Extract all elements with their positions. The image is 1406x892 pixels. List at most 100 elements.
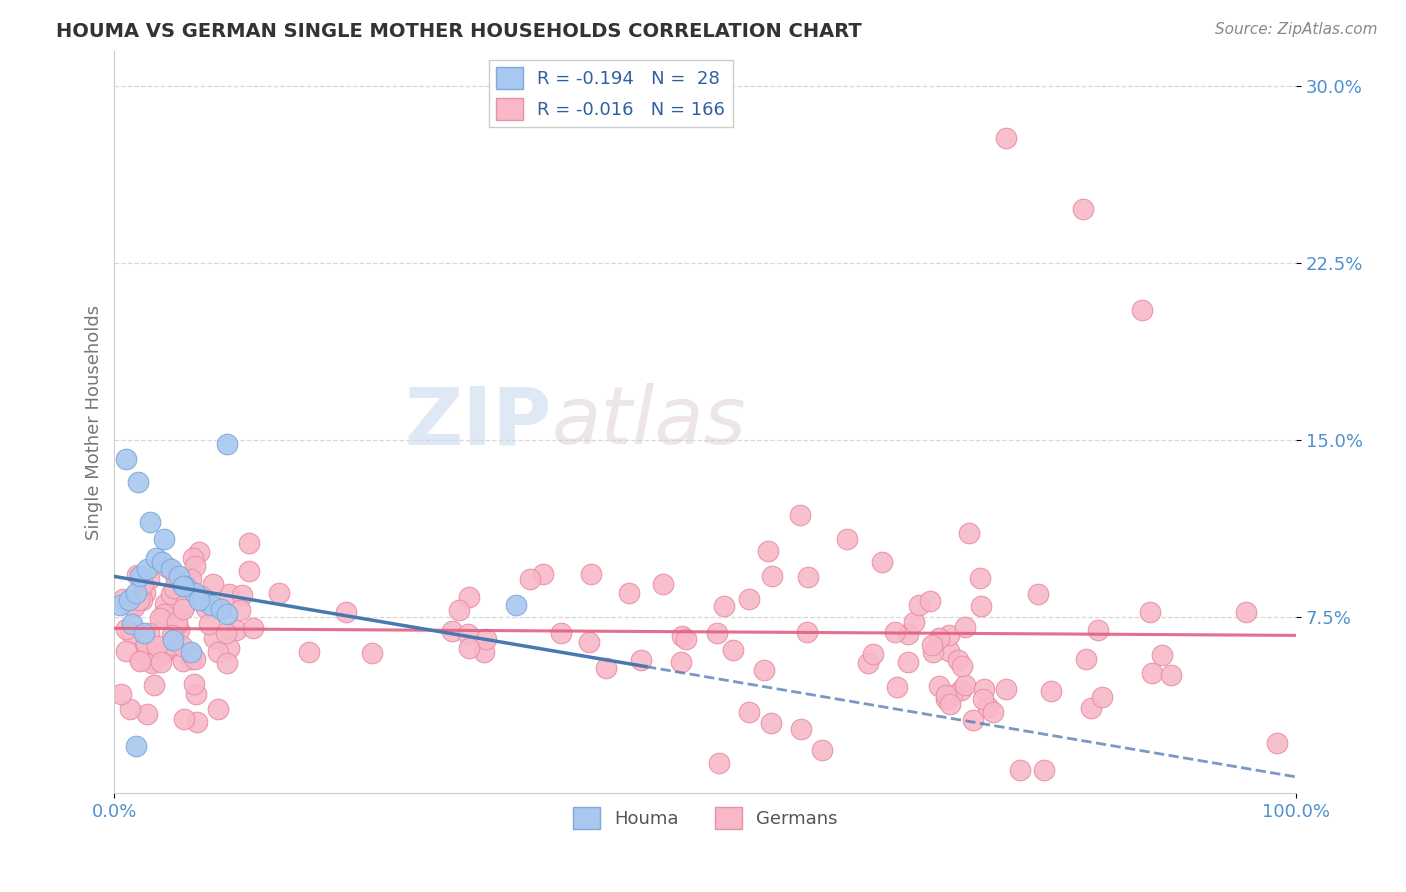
- Point: [174, 574, 197, 589]
- Point: [228, 602, 250, 616]
- Point: [231, 589, 253, 603]
- Point: [136, 562, 159, 576]
- Point: [124, 739, 146, 754]
- Point: [531, 567, 554, 582]
- Point: [457, 640, 479, 655]
- Point: [166, 617, 188, 632]
- Point: [897, 655, 920, 669]
- Point: [941, 688, 963, 702]
- Point: [578, 634, 600, 648]
- Point: [921, 645, 943, 659]
- Point: [112, 591, 135, 606]
- Point: [218, 641, 240, 656]
- Point: [143, 678, 166, 692]
- Point: [360, 646, 382, 660]
- Point: [153, 532, 176, 546]
- Point: [519, 572, 541, 586]
- Point: [972, 691, 994, 706]
- Point: [114, 622, 136, 636]
- Point: [215, 437, 238, 451]
- Point: [201, 576, 224, 591]
- Point: [630, 653, 652, 667]
- Point: [200, 598, 222, 612]
- Point: [139, 652, 162, 666]
- Point: [155, 597, 177, 611]
- Point: [973, 682, 995, 697]
- Point: [457, 627, 479, 641]
- Point: [1076, 652, 1098, 666]
- Point: [953, 678, 976, 692]
- Point: [172, 655, 194, 669]
- Point: [907, 599, 929, 613]
- Point: [225, 624, 247, 638]
- Point: [184, 559, 207, 574]
- Point: [127, 475, 149, 490]
- Point: [928, 631, 950, 645]
- Point: [139, 515, 162, 529]
- Point: [129, 590, 152, 604]
- Point: [1008, 763, 1031, 777]
- Point: [134, 634, 156, 648]
- Point: [121, 599, 143, 613]
- Point: [1071, 202, 1094, 216]
- Point: [138, 572, 160, 586]
- Point: [1130, 303, 1153, 318]
- Point: [110, 598, 132, 612]
- Point: [172, 589, 194, 603]
- Point: [918, 594, 941, 608]
- Point: [872, 555, 894, 569]
- Point: [884, 624, 907, 639]
- Point: [921, 638, 943, 652]
- Point: [903, 615, 925, 629]
- Point: [756, 543, 779, 558]
- Point: [796, 625, 818, 640]
- Point: [209, 602, 232, 616]
- Point: [162, 633, 184, 648]
- Point: [146, 639, 169, 653]
- Point: [790, 722, 813, 736]
- Point: [811, 742, 834, 756]
- Point: [581, 567, 603, 582]
- Point: [595, 660, 617, 674]
- Point: [115, 451, 138, 466]
- Point: [1091, 690, 1114, 704]
- Point: [950, 659, 973, 673]
- Point: [675, 632, 697, 647]
- Point: [186, 714, 208, 729]
- Point: [938, 644, 960, 658]
- Point: [194, 601, 217, 615]
- Point: [215, 607, 238, 622]
- Point: [110, 687, 132, 701]
- Point: [1160, 668, 1182, 682]
- Point: [962, 714, 984, 728]
- Point: [173, 713, 195, 727]
- Point: [152, 647, 174, 661]
- Point: [671, 655, 693, 669]
- Point: [335, 605, 357, 619]
- Point: [215, 656, 238, 670]
- Point: [145, 550, 167, 565]
- Point: [150, 555, 173, 569]
- Point: [118, 702, 141, 716]
- Point: [995, 131, 1018, 145]
- Point: [184, 687, 207, 701]
- Point: [156, 560, 179, 574]
- Point: [862, 647, 884, 661]
- Point: [550, 626, 572, 640]
- Point: [172, 602, 194, 616]
- Point: [440, 624, 463, 639]
- Point: [721, 642, 744, 657]
- Point: [797, 570, 820, 584]
- Point: [1152, 648, 1174, 662]
- Point: [969, 570, 991, 584]
- Point: [981, 705, 1004, 719]
- Point: [505, 598, 527, 612]
- Point: [169, 569, 191, 583]
- Point: [187, 545, 209, 559]
- Point: [267, 586, 290, 600]
- Point: [152, 643, 174, 657]
- Point: [1080, 701, 1102, 715]
- Point: [191, 593, 214, 607]
- Point: [152, 607, 174, 622]
- Point: [1033, 763, 1056, 777]
